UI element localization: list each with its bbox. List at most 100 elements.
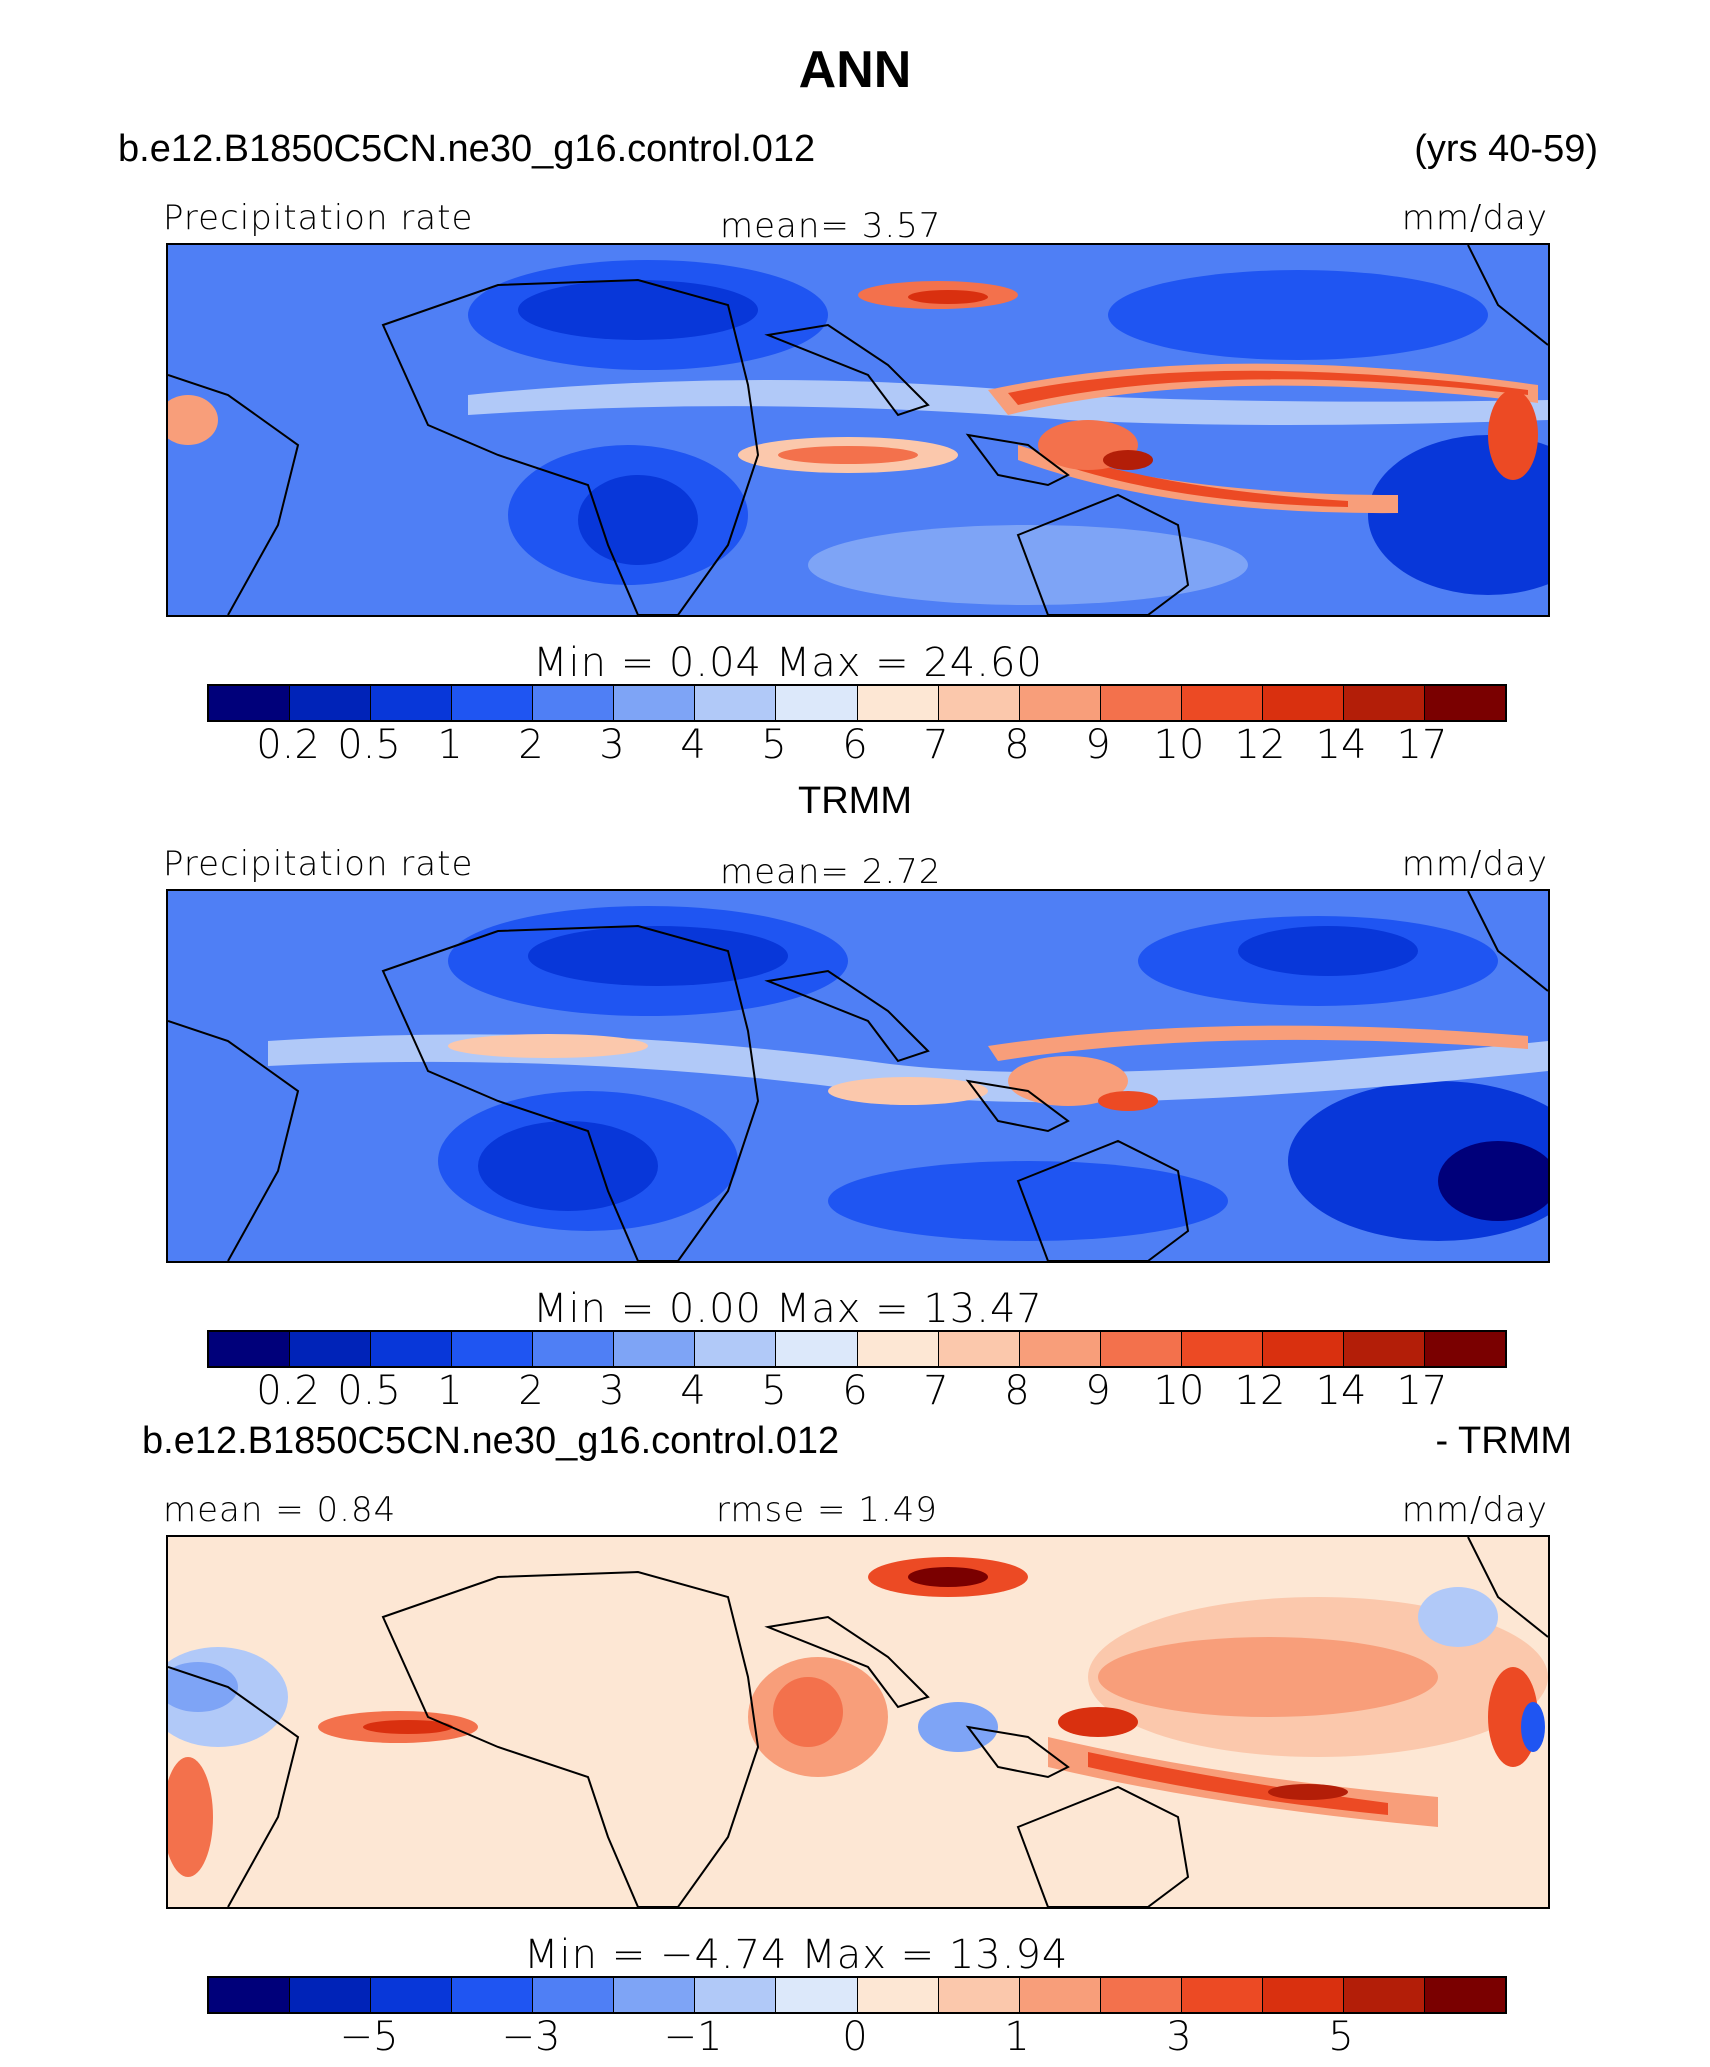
colorbar-tick: 5 — [761, 722, 787, 768]
colorbar-swatch — [857, 686, 939, 720]
panel-3-minus-label: - TRMM — [1435, 1420, 1573, 1462]
colorbar-swatch — [938, 1332, 1020, 1366]
panel-2-variable-label: Precipitation rate — [163, 844, 474, 884]
colorbar-swatch — [1343, 1978, 1425, 2012]
colorbar-swatch — [614, 1978, 696, 2012]
colorbar-tick: 12 — [1234, 1368, 1286, 1414]
colorbar-tick: −3 — [501, 2014, 561, 2060]
colorbar-tick: −5 — [339, 2014, 399, 2060]
colorbar-swatch — [1343, 1332, 1425, 1366]
colorbar-swatch — [857, 1332, 939, 1366]
colorbar-tick: 4 — [680, 1368, 706, 1414]
panel-2-map — [166, 889, 1550, 1263]
panel-3-units-label: mm/day — [1401, 1490, 1548, 1530]
colorbar-swatch — [533, 686, 615, 720]
colorbar-swatch — [1262, 686, 1344, 720]
colorbar-swatch — [1424, 1332, 1505, 1366]
panel-1-colorbar — [207, 684, 1507, 722]
colorbar-tick: 1 — [437, 722, 463, 768]
panel-2-min-max: Min = 0.00 Max = 13.47 — [533, 1286, 1043, 1332]
colorbar-swatch — [1181, 1332, 1263, 1366]
colorbar-swatch — [938, 1978, 1020, 2012]
panel-3-case-name: b.e12.B1850C5CN.ne30_g16.control.012 — [142, 1420, 840, 1462]
colorbar-swatch — [1019, 686, 1101, 720]
colorbar-swatch — [1424, 1978, 1505, 2012]
colorbar-tick: 1 — [1004, 2014, 1030, 2060]
colorbar-swatch — [1019, 1978, 1101, 2012]
colorbar-swatch — [1343, 686, 1425, 720]
colorbar-tick: 6 — [842, 1368, 868, 1414]
panel-1-units-label: mm/day — [1401, 198, 1548, 238]
colorbar-swatch — [1262, 1332, 1344, 1366]
colorbar-tick: −1 — [663, 2014, 723, 2060]
colorbar-swatch — [1424, 686, 1505, 720]
colorbar-tick: 6 — [842, 722, 868, 768]
colorbar-swatch — [857, 1978, 939, 2012]
panel-1-years: (yrs 40-59) — [1414, 128, 1598, 170]
colorbar-swatch — [290, 1978, 372, 2012]
colorbar-tick: 5 — [1328, 2014, 1354, 2060]
colorbar-swatch — [938, 686, 1020, 720]
colorbar-tick: 0.2 — [256, 1368, 320, 1414]
colorbar-swatch — [209, 686, 291, 720]
colorbar-tick: 2 — [518, 1368, 544, 1414]
colorbar-tick: 9 — [1085, 1368, 1111, 1414]
colorbar-tick: 2 — [518, 722, 544, 768]
colorbar-swatch — [452, 686, 534, 720]
panel-2-case-name: TRMM — [798, 780, 912, 822]
figure-title: ANN — [798, 41, 912, 99]
colorbar-swatch — [533, 1978, 615, 2012]
colorbar-tick: 17 — [1396, 722, 1448, 768]
panel-2-mean-label: mean= 2.72 — [720, 852, 942, 892]
colorbar-swatch — [695, 686, 777, 720]
colorbar-tick: 10 — [1153, 1368, 1205, 1414]
panel-1-mean-label: mean= 3.57 — [720, 206, 942, 246]
colorbar-tick: 1 — [437, 1368, 463, 1414]
colorbar-swatch — [1181, 686, 1263, 720]
colorbar-swatch — [290, 686, 372, 720]
colorbar-swatch — [371, 1332, 453, 1366]
colorbar-tick: 0.2 — [256, 722, 320, 768]
panel-1-map — [166, 243, 1550, 617]
colorbar-tick: 10 — [1153, 722, 1205, 768]
colorbar-swatch — [290, 1332, 372, 1366]
panel-2-colorbar — [207, 1330, 1507, 1368]
colorbar-tick: 8 — [1004, 722, 1030, 768]
colorbar-tick: 5 — [761, 1368, 787, 1414]
panel-1-case-name: b.e12.B1850C5CN.ne30_g16.control.012 — [118, 128, 816, 170]
colorbar-swatch — [614, 1332, 696, 1366]
colorbar-tick: 9 — [1085, 722, 1111, 768]
colorbar-swatch — [776, 686, 858, 720]
colorbar-swatch — [695, 1978, 777, 2012]
panel-2-units-label: mm/day — [1401, 844, 1548, 884]
colorbar-tick: 8 — [1004, 1368, 1030, 1414]
colorbar-swatch — [776, 1332, 858, 1366]
colorbar-swatch — [209, 1332, 291, 1366]
panel-3-mean-label: mean = 0.84 — [163, 1490, 397, 1530]
colorbar-tick: 4 — [680, 722, 706, 768]
colorbar-tick: 12 — [1234, 722, 1286, 768]
colorbar-tick: 0.5 — [337, 1368, 401, 1414]
colorbar-swatch — [1100, 1978, 1182, 2012]
colorbar-swatch — [533, 1332, 615, 1366]
panel-3-map — [166, 1535, 1550, 1909]
colorbar-swatch — [1100, 1332, 1182, 1366]
colorbar-swatch — [1262, 1978, 1344, 2012]
colorbar-swatch — [452, 1978, 534, 2012]
colorbar-swatch — [695, 1332, 777, 1366]
colorbar-tick: 3 — [599, 722, 625, 768]
colorbar-tick: 3 — [599, 1368, 625, 1414]
colorbar-swatch — [776, 1978, 858, 2012]
panel-3-colorbar — [207, 1976, 1507, 2014]
colorbar-tick: 17 — [1396, 1368, 1448, 1414]
colorbar-tick: 0.5 — [337, 722, 401, 768]
colorbar-tick: 7 — [923, 722, 949, 768]
colorbar-tick: 14 — [1315, 722, 1367, 768]
panel-1-min-max: Min = 0.04 Max = 24.60 — [533, 640, 1043, 686]
colorbar-swatch — [371, 1978, 453, 2012]
colorbar-swatch — [614, 686, 696, 720]
colorbar-tick: 14 — [1315, 1368, 1367, 1414]
colorbar-swatch — [209, 1978, 291, 2012]
colorbar-tick: 0 — [842, 2014, 868, 2060]
colorbar-tick: 3 — [1166, 2014, 1192, 2060]
